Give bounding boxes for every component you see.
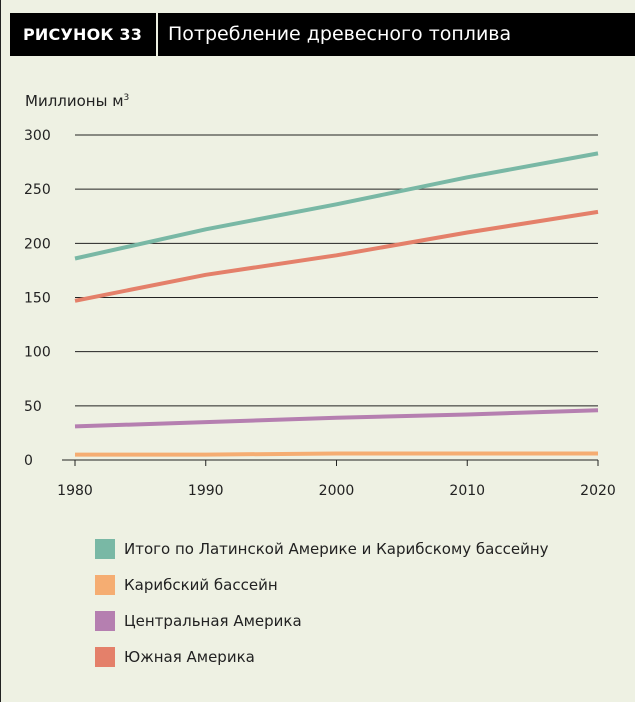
x-axis xyxy=(62,459,599,466)
y-tick-label-50: 50 xyxy=(24,399,42,415)
y-tick-labels: 0 50 100 150 200 250 300 xyxy=(24,128,51,469)
y-tick-label-250: 250 xyxy=(24,182,51,198)
legend-swatch xyxy=(95,575,115,595)
series-line-4 xyxy=(74,209,599,303)
x-tick-label-2010: 2010 xyxy=(449,483,485,499)
figure-label: РИСУНОК 33 xyxy=(23,25,143,44)
legend-swatch xyxy=(95,611,115,631)
series-lines xyxy=(74,151,599,457)
header-divider xyxy=(156,13,158,56)
series-line-2 xyxy=(75,451,598,457)
y-tick-label-0: 0 xyxy=(24,453,33,469)
legend-label: Итого по Латинской Америке и Карибскому … xyxy=(124,540,549,558)
grid-lines xyxy=(75,134,598,407)
left-border xyxy=(0,0,1,702)
y-tick-label-100: 100 xyxy=(24,345,51,361)
series-line-3 xyxy=(74,408,599,429)
figure-header: РИСУНОК 33 Потребление древесного топлив… xyxy=(10,13,635,56)
y-axis-label: Миллионы м3 xyxy=(25,92,129,110)
legend-label: Карибский бассейн xyxy=(124,576,278,594)
figure-title: Потребление древесного топлива xyxy=(168,23,512,45)
x-tick-label-1980: 1980 xyxy=(57,483,93,499)
y-tick-label-200: 200 xyxy=(24,236,51,252)
x-tick-label-2020: 2020 xyxy=(580,483,616,499)
y-tick-label-300: 300 xyxy=(24,128,51,144)
x-tick-label-1990: 1990 xyxy=(188,483,224,499)
series-line-1 xyxy=(74,151,599,261)
legend-swatch xyxy=(95,539,115,559)
x-tick-label-2000: 2000 xyxy=(319,483,355,499)
legend-label: Центральная Америка xyxy=(124,612,302,630)
legend-swatch xyxy=(95,647,115,667)
y-axis-label-superscript: 3 xyxy=(123,93,130,103)
y-axis-label-text: Миллионы м xyxy=(25,92,124,110)
legend-label: Южная Америка xyxy=(124,648,255,666)
x-tick-labels: 1980 1990 2000 2010 2020 xyxy=(57,483,616,499)
y-tick-label-150: 150 xyxy=(24,291,51,307)
